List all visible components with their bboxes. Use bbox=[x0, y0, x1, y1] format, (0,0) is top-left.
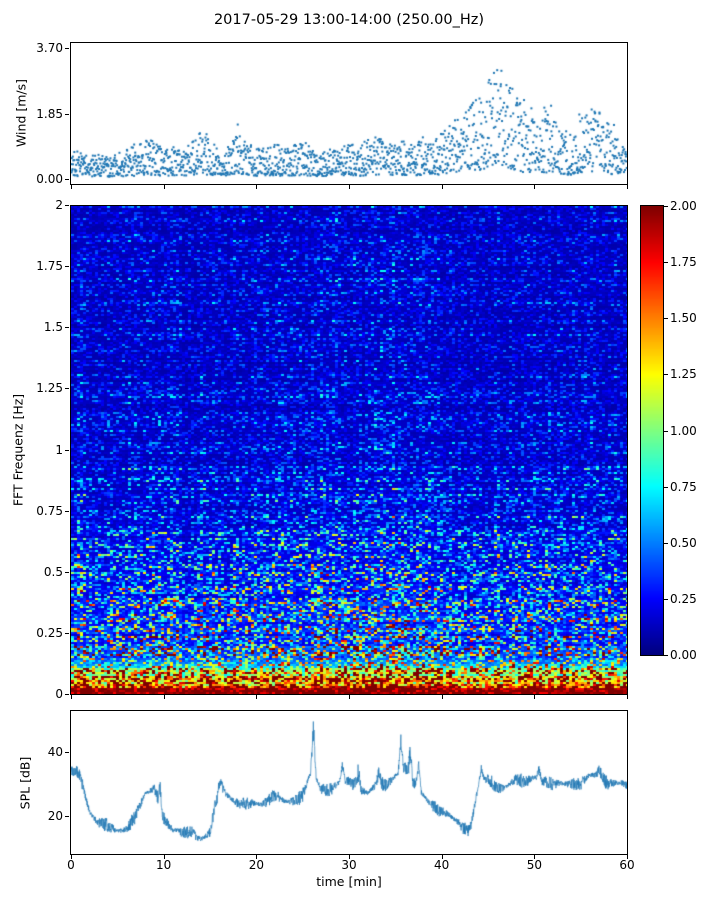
tick-mark bbox=[441, 855, 443, 859]
tick-mark bbox=[65, 510, 69, 512]
tick-mark bbox=[664, 598, 668, 600]
wind-scatter-plot bbox=[70, 42, 628, 185]
tick-label: 1.5 bbox=[43, 320, 63, 335]
tick-mark bbox=[65, 388, 69, 390]
tick-mark bbox=[664, 262, 668, 264]
spectrogram-ylabel: FFT Frequenz [Hz] bbox=[10, 393, 26, 507]
tick-label: 0.00 bbox=[670, 648, 697, 662]
tick-mark bbox=[256, 855, 258, 859]
tick-label: 1.75 bbox=[36, 259, 63, 274]
tick-mark bbox=[65, 694, 69, 695]
tick-mark bbox=[627, 855, 628, 859]
spl-ylabel: SPL [dB] bbox=[17, 756, 33, 810]
tick-mark bbox=[256, 185, 258, 189]
tick-label: 2 bbox=[55, 198, 63, 212]
tick-label: 0.5 bbox=[43, 564, 63, 579]
tick-label: 40 bbox=[434, 858, 450, 872]
tick-mark bbox=[65, 327, 69, 329]
tick-label: 20 bbox=[248, 858, 264, 872]
tick-label: 0.25 bbox=[36, 625, 63, 640]
tick-mark bbox=[71, 695, 72, 699]
tick-mark bbox=[349, 855, 350, 859]
tick-label: 0 bbox=[67, 858, 75, 872]
spectrogram-plot bbox=[70, 205, 628, 695]
tick-mark bbox=[534, 855, 536, 859]
tick-mark bbox=[664, 486, 668, 488]
tick-label: 0.75 bbox=[670, 479, 697, 494]
tick-mark bbox=[627, 185, 628, 189]
tick-label: 1.25 bbox=[36, 381, 63, 396]
tick-label: 1 bbox=[55, 442, 63, 457]
tick-label: 30 bbox=[341, 858, 357, 872]
colorbar bbox=[640, 205, 664, 656]
spl-line-plot bbox=[70, 710, 628, 855]
tick-label: 20 bbox=[47, 808, 63, 823]
tick-mark bbox=[534, 695, 536, 699]
colorbar-canvas bbox=[641, 206, 663, 655]
tick-mark bbox=[65, 752, 69, 754]
chart-title: 2017-05-29 13:00-14:00 (250.00_Hz) bbox=[213, 12, 485, 28]
tick-mark bbox=[256, 695, 258, 699]
tick-mark bbox=[664, 206, 668, 207]
wind-scatter-canvas bbox=[71, 43, 627, 184]
tick-mark bbox=[349, 695, 350, 699]
spl-line-canvas bbox=[71, 711, 627, 854]
tick-mark bbox=[664, 430, 668, 432]
tick-mark bbox=[664, 318, 668, 320]
tick-label: 2.00 bbox=[670, 199, 697, 213]
tick-label: 1.25 bbox=[670, 367, 697, 382]
tick-mark bbox=[65, 179, 69, 180]
tick-label: 50 bbox=[526, 858, 542, 872]
spectrogram-canvas bbox=[71, 206, 627, 694]
tick-mark bbox=[163, 855, 165, 859]
tick-mark bbox=[65, 266, 69, 268]
tick-mark bbox=[65, 571, 69, 573]
tick-label: 0 bbox=[55, 687, 63, 701]
tick-mark bbox=[441, 185, 443, 189]
tick-mark bbox=[627, 695, 628, 699]
tick-label: 0.75 bbox=[36, 503, 63, 518]
tick-label: 1.00 bbox=[670, 423, 697, 438]
tick-mark bbox=[534, 185, 536, 189]
wind-ylabel: Wind [m/s] bbox=[13, 78, 29, 148]
tick-label: 40 bbox=[47, 745, 63, 760]
tick-mark bbox=[65, 449, 69, 451]
tick-label: 0.00 bbox=[36, 172, 63, 186]
tick-mark bbox=[664, 542, 668, 544]
tick-mark bbox=[65, 205, 69, 206]
tick-label: 1.75 bbox=[670, 255, 697, 270]
tick-mark bbox=[664, 374, 668, 376]
tick-mark bbox=[349, 185, 350, 189]
tick-label: 1.85 bbox=[36, 106, 63, 121]
tick-mark bbox=[163, 695, 165, 699]
tick-mark bbox=[65, 632, 69, 634]
tick-label: 3.70 bbox=[36, 41, 63, 55]
tick-label: 0.25 bbox=[670, 591, 697, 606]
tick-mark bbox=[664, 655, 668, 656]
tick-mark bbox=[65, 815, 69, 817]
x-axis-label: time [min] bbox=[316, 874, 382, 889]
tick-mark bbox=[65, 113, 69, 115]
tick-mark bbox=[71, 855, 72, 859]
tick-mark bbox=[71, 185, 72, 189]
tick-label: 10 bbox=[156, 858, 172, 872]
tick-mark bbox=[163, 185, 165, 189]
tick-label: 60 bbox=[619, 858, 635, 872]
tick-mark bbox=[65, 48, 69, 49]
tick-mark bbox=[441, 695, 443, 699]
tick-label: 1.50 bbox=[670, 311, 697, 326]
tick-label: 0.50 bbox=[670, 535, 697, 550]
